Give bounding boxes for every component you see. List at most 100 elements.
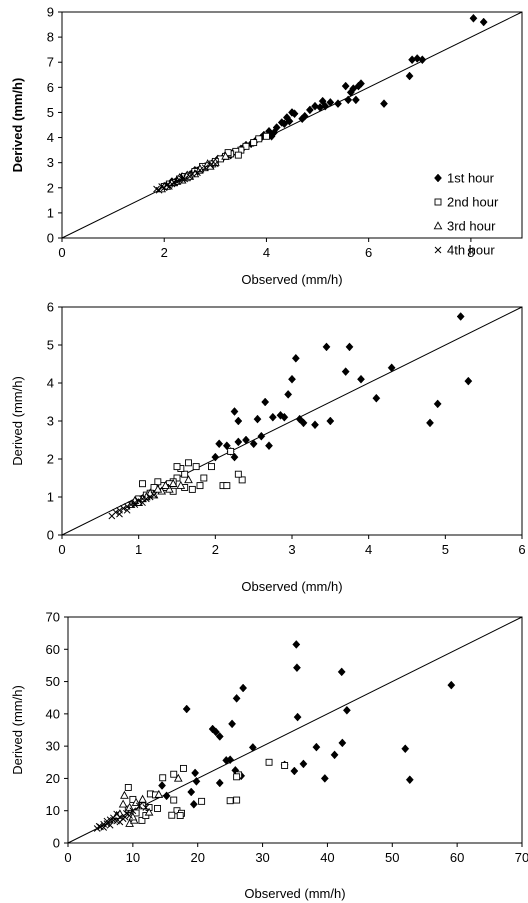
- panel-3-series-1-point-15: [248, 743, 257, 752]
- panel-2-series-2-point-2: [223, 482, 231, 490]
- panel-2-series-2-point-7: [196, 482, 204, 490]
- panel-1-series-1-point-26: [282, 113, 291, 122]
- panel-3-series-1-point-8: [293, 712, 302, 722]
- panel-1-x-axis-title: Observed (mm/h): [241, 272, 342, 287]
- panel-1-plot-frame: [61, 11, 523, 239]
- panel-2-series-4-point-15: [139, 499, 146, 507]
- panel-2-series-1-point-27: [230, 407, 239, 416]
- panel-2-series-1-point-21: [261, 397, 270, 407]
- panel-2-series-3-point-13: [161, 480, 170, 489]
- panel-2-series-4-point-13: [123, 506, 131, 514]
- panel-3-series-2-point-0: [265, 758, 273, 766]
- panel-2-series-1-point-29: [234, 416, 243, 426]
- panel-1-series-1-point-14: [334, 99, 342, 109]
- panel-1-legend-marker-2: [434, 198, 442, 206]
- panel-3-y-tick-label-6: 60: [46, 642, 60, 657]
- panel-3-series-4-point-9: [123, 809, 130, 817]
- panel-3-series-2-point-1: [281, 762, 289, 769]
- panel-3-x-tick-label-3: 30: [255, 850, 269, 865]
- panel-1: 0 2 4 6 8 0 1 2 3 4 5 6 7 8 9 Observed (mm/h) Derived (m…: [10, 5, 523, 287]
- panel-1-legend: 1st hour 2nd hour 3rd hour 4th hour: [433, 171, 499, 258]
- panel-2-series-1-point-8: [341, 367, 350, 376]
- panel-3-series-1-point-27: [191, 768, 200, 778]
- panel-2: 0 1 2 3 4 5 6 0 1 2 3 4 5 6 Observed (mm/h) Derived (mm…: [10, 300, 526, 595]
- panel-2-series-4-point-1: [112, 508, 120, 516]
- panel-3-y-axis-title: Derived (mm/h): [10, 685, 25, 775]
- panel-2-series-4-point-14: [131, 501, 139, 508]
- panel-2-x-tick-label-0: 0: [58, 542, 65, 557]
- panel-2-series-1-point-15: [288, 374, 296, 384]
- panel-1-series-1-point-17: [318, 96, 327, 106]
- panel-3-series-1-point-22: [290, 766, 299, 776]
- panel-3-x-axis-title: Observed (mm/h): [244, 886, 345, 901]
- panel-3-series-2-point-13: [170, 796, 178, 804]
- panel-2-series-1-point-31: [222, 441, 231, 451]
- panel-3-series-4: [93, 802, 150, 832]
- panel-2-series-3-point-1: [176, 480, 186, 489]
- panel-3-series-1-point-30: [187, 787, 196, 797]
- panel-1-series-4-point-17: [206, 161, 214, 169]
- panel-1-series-1-point-12: [351, 95, 360, 105]
- panel-2-series-2-point-25: [173, 463, 181, 471]
- panel-3-series-2-point-10: [124, 784, 132, 791]
- panel-3-y-tick-label-3: 30: [46, 739, 60, 754]
- panel-2-series-4-point-10: [146, 493, 154, 501]
- panel-3-series-4-point-15: [100, 820, 108, 828]
- panel-2-series-2-point-3: [234, 470, 242, 478]
- panel-2-y-axis-title: Derived (mm/h): [10, 376, 25, 466]
- panel-2-series-2-point-4: [227, 447, 235, 455]
- panel-1-y-tick-label-7: 7: [47, 55, 54, 70]
- panel-2-y-tick-label-6: 6: [47, 300, 54, 315]
- panel-2-series-3-point-5: [153, 484, 163, 493]
- panel-3-series-2: [124, 758, 289, 824]
- panel-3-series-1-point-19: [222, 755, 231, 765]
- panel-2-y-tick-label-3: 3: [47, 414, 54, 429]
- panel-1-x-tick-label-0: 0: [58, 245, 65, 260]
- panel-3-series-3: [112, 773, 183, 827]
- panel-2-series-1-point-9: [322, 342, 331, 352]
- panel-3-series-2-point-21: [138, 816, 146, 824]
- panel-3-series-3-point-1: [154, 789, 164, 798]
- panel-1-x-tick-label-1: 2: [161, 245, 168, 260]
- panel-2-series-1-point-0: [456, 312, 465, 321]
- panel-1-reference-line: [61, 11, 523, 239]
- panel-3-series-1-point-25: [405, 775, 414, 785]
- panel-1-series-1-point-5: [405, 71, 414, 81]
- panel-3-x-tick-label-7: 70: [515, 850, 528, 865]
- panel-2-series-1-point-13: [295, 414, 304, 424]
- panel-1-series-1-point-3: [413, 54, 422, 63]
- panel-1-x-tick-label-2: 4: [263, 245, 270, 260]
- panel-2-series-2-point-17: [154, 478, 162, 486]
- panel-3-series-4-point-18: [121, 813, 129, 821]
- panel-3-x-tick-label-5: 50: [385, 850, 399, 865]
- panel-2-series-1-point-20: [265, 441, 273, 451]
- panel-2-series-1-point-19: [268, 412, 277, 422]
- panel-3-series-4-point-21: [135, 802, 143, 810]
- panel-3-series-1-point-1: [293, 663, 301, 673]
- panel-1-series-4-point-11: [181, 175, 189, 183]
- panel-1-series-1-point-13: [344, 95, 353, 105]
- panel-1-series-1-point-6: [380, 99, 388, 109]
- panel-3-series-4-point-17: [113, 810, 120, 818]
- panel-1-legend-label-1: 1st hour: [447, 171, 495, 186]
- panel-3-series-2-point-20: [176, 812, 184, 820]
- panel-3-x-tick-label-2: 20: [190, 850, 204, 865]
- panel-3-series-4-point-4: [106, 821, 114, 829]
- panel-2-y-tick-label-2: 2: [47, 452, 54, 467]
- panel-3-series-1-point-12: [215, 732, 224, 741]
- panel-2-series-2-point-10: [181, 470, 189, 478]
- panel-1-series-2-point-20: [234, 151, 242, 159]
- panel-1-series-4-point-13: [188, 170, 196, 178]
- panel-3-series-1-point-16: [312, 742, 321, 752]
- panel-3-series-1-point-24: [320, 774, 329, 783]
- panel-2-series-1-point-1: [464, 376, 473, 386]
- panel-2-series-2-point-9: [185, 459, 192, 467]
- panel-1-legend-marker-4: [434, 246, 442, 254]
- panel-1-x-tick-label-4: 8: [467, 245, 474, 260]
- panel-1-legend-label-3: 3rd hour: [447, 219, 496, 234]
- panel-3-series-4-point-11: [129, 807, 137, 815]
- panel-1-y-tick-label-9: 9: [47, 5, 54, 20]
- panel-3-y-tick-label-4: 40: [46, 706, 60, 721]
- panel-2-series-1: [211, 312, 473, 462]
- panel-2-series-1-point-4: [372, 393, 381, 403]
